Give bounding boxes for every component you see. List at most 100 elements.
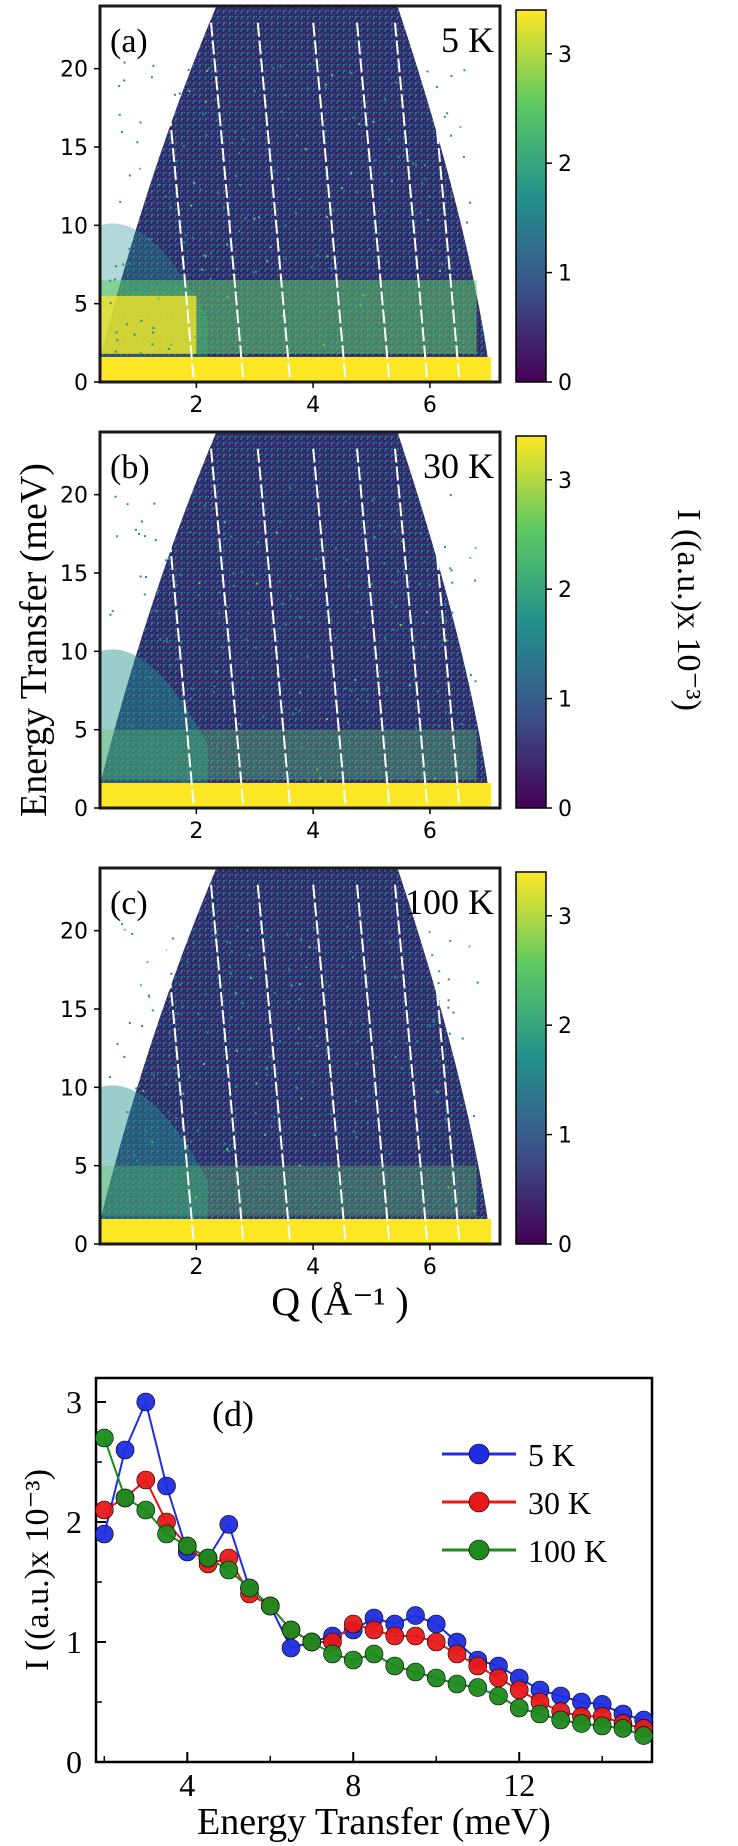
speckle — [368, 938, 371, 941]
speckle — [301, 1207, 304, 1210]
speckle — [230, 972, 233, 975]
x-tick-label: 2 — [189, 819, 203, 844]
speckle — [408, 684, 411, 687]
speckle — [221, 580, 224, 583]
speckle — [400, 344, 403, 347]
speckle — [226, 296, 229, 299]
speckle — [386, 689, 389, 692]
shared-ylabel: Energy Transfer (meV) — [13, 463, 55, 817]
speckle — [314, 558, 317, 561]
x-axis-label: Energy Transfer (meV) — [197, 1801, 551, 1843]
speckle — [253, 763, 256, 766]
speckle — [309, 1060, 312, 1063]
speckle — [402, 1000, 405, 1003]
speckle — [450, 569, 453, 572]
colorbar-tick-label: 0 — [558, 371, 572, 396]
detector-gap — [256, 883, 291, 1240]
inelastic-band-strong — [100, 295, 197, 354]
speckle — [330, 662, 333, 665]
speckle — [390, 601, 393, 604]
detector-gap — [312, 447, 347, 804]
speckle — [245, 661, 248, 664]
speckle — [428, 583, 431, 586]
speckle — [423, 646, 426, 649]
speckle — [201, 1017, 204, 1020]
speckle — [140, 319, 143, 322]
speckle — [253, 1171, 256, 1174]
speckle — [219, 298, 222, 301]
speckle — [169, 206, 172, 209]
speckle — [251, 503, 254, 506]
speckle — [433, 777, 436, 780]
speckle — [425, 766, 428, 769]
speckle — [123, 928, 126, 931]
speckle — [182, 696, 185, 699]
speckle — [300, 745, 303, 748]
speckle — [432, 1178, 435, 1181]
speckle — [358, 123, 361, 126]
speckle — [445, 639, 448, 642]
detector-gap — [355, 447, 391, 804]
speckle — [198, 946, 201, 949]
speckle — [175, 1079, 178, 1082]
speckle — [356, 698, 359, 701]
speckle — [309, 344, 312, 347]
speckle — [150, 76, 153, 79]
speckle — [140, 984, 143, 987]
speckle — [431, 120, 434, 123]
speckle — [114, 495, 117, 498]
speckle — [187, 68, 190, 71]
speckle — [392, 729, 395, 732]
elastic-line — [100, 782, 492, 808]
y-tick-label: 5 — [74, 1155, 88, 1180]
speckle — [394, 976, 397, 979]
speckle — [426, 219, 429, 222]
x-tick-label: 6 — [423, 819, 437, 844]
speckle — [177, 747, 180, 750]
colorbar — [515, 871, 547, 1245]
speckle — [157, 589, 160, 592]
data-point — [364, 1620, 384, 1640]
speckle — [238, 230, 241, 233]
data-point — [406, 1606, 425, 1625]
speckle — [417, 1017, 420, 1020]
speckle — [294, 228, 297, 231]
speckle — [419, 318, 422, 321]
speckle — [199, 136, 202, 139]
speckle — [252, 271, 255, 274]
speckle — [198, 582, 201, 585]
speckle — [176, 1072, 179, 1075]
speckle — [167, 347, 170, 350]
speckle — [292, 713, 295, 716]
data-point — [613, 1719, 633, 1738]
legend-label: 30 K — [528, 1485, 591, 1521]
detector-gap — [256, 21, 291, 378]
data-point — [219, 1560, 239, 1580]
speckle — [217, 733, 220, 736]
speckle — [437, 725, 440, 728]
speckle — [205, 133, 208, 136]
data-point — [136, 1470, 156, 1490]
elastic-line — [100, 1218, 492, 1244]
x-tick-label: 4 — [306, 1255, 320, 1280]
speckle — [408, 1058, 411, 1061]
speckle — [218, 591, 221, 594]
speckle — [349, 71, 352, 74]
speckle — [287, 1001, 290, 1004]
x-tick-label: 12 — [503, 1767, 535, 1803]
speckle — [414, 163, 417, 166]
speckle — [412, 162, 415, 165]
speckle — [467, 282, 470, 285]
speckle — [383, 562, 386, 565]
speckle — [423, 163, 426, 166]
speckle — [174, 93, 177, 96]
y-tick-label: 0 — [66, 1744, 82, 1780]
speckle — [284, 623, 287, 626]
colorbar-tick-label: 3 — [558, 43, 572, 68]
speckle — [214, 670, 217, 673]
speckle — [436, 1200, 439, 1203]
speckle — [220, 646, 223, 649]
speckle — [400, 777, 403, 780]
detector-gap — [312, 21, 347, 378]
speckle — [299, 691, 302, 694]
